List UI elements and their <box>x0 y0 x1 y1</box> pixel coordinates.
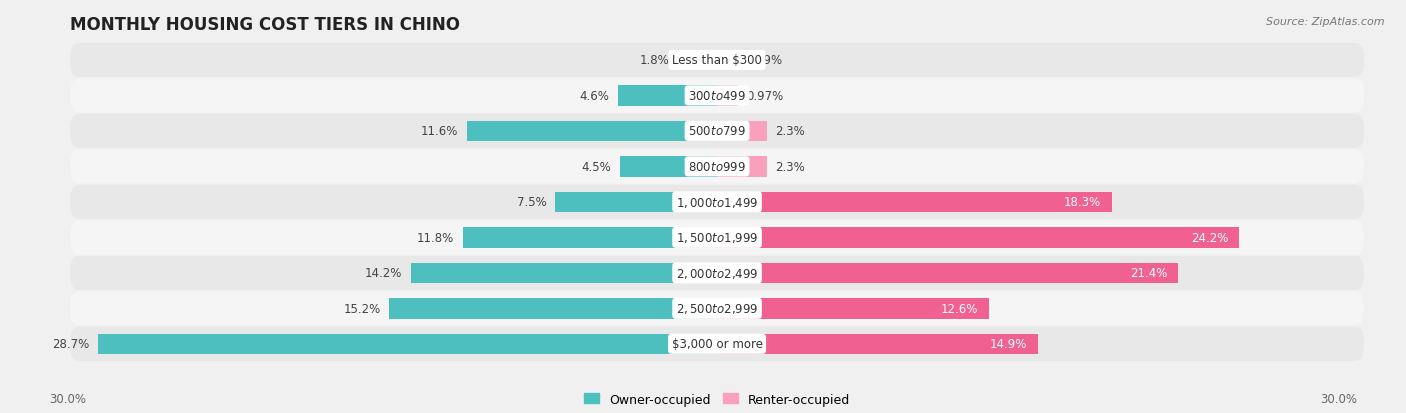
Text: $800 to $999: $800 to $999 <box>688 161 747 173</box>
FancyBboxPatch shape <box>70 150 1364 184</box>
FancyBboxPatch shape <box>70 114 1364 149</box>
FancyBboxPatch shape <box>70 292 1364 325</box>
Bar <box>620 157 717 177</box>
Bar <box>717 157 766 177</box>
Text: 0.97%: 0.97% <box>747 90 785 103</box>
FancyBboxPatch shape <box>70 327 1364 361</box>
Text: $500 to $799: $500 to $799 <box>688 125 747 138</box>
Bar <box>98 334 717 354</box>
Text: 12.6%: 12.6% <box>941 302 979 315</box>
FancyBboxPatch shape <box>70 256 1364 290</box>
Text: 18.3%: 18.3% <box>1064 196 1101 209</box>
Bar <box>717 192 1112 213</box>
Bar <box>411 263 717 283</box>
Text: MONTHLY HOUSING COST TIERS IN CHINO: MONTHLY HOUSING COST TIERS IN CHINO <box>70 16 460 34</box>
Bar <box>717 263 1178 283</box>
Text: 4.5%: 4.5% <box>582 161 612 173</box>
Text: $2,500 to $2,999: $2,500 to $2,999 <box>676 301 758 316</box>
Text: 2.3%: 2.3% <box>775 125 806 138</box>
Text: 28.7%: 28.7% <box>52 337 90 351</box>
Text: 7.5%: 7.5% <box>517 196 547 209</box>
Text: 11.6%: 11.6% <box>420 125 458 138</box>
Text: 11.8%: 11.8% <box>416 231 454 244</box>
Text: $3,000 or more: $3,000 or more <box>672 337 762 351</box>
Text: 4.6%: 4.6% <box>579 90 609 103</box>
Bar <box>717 50 737 71</box>
Text: 14.2%: 14.2% <box>366 267 402 280</box>
Text: $2,000 to $2,499: $2,000 to $2,499 <box>676 266 758 280</box>
Bar <box>555 192 717 213</box>
Bar <box>617 86 717 107</box>
Text: Less than $300: Less than $300 <box>672 54 762 67</box>
Text: Source: ZipAtlas.com: Source: ZipAtlas.com <box>1267 17 1385 26</box>
Bar <box>717 121 766 142</box>
FancyBboxPatch shape <box>70 185 1364 219</box>
Text: 14.9%: 14.9% <box>990 337 1028 351</box>
Bar <box>717 228 1239 248</box>
Bar <box>717 298 988 319</box>
Bar <box>463 228 717 248</box>
Legend: Owner-occupied, Renter-occupied: Owner-occupied, Renter-occupied <box>583 393 851 406</box>
FancyBboxPatch shape <box>70 44 1364 78</box>
Text: 1.8%: 1.8% <box>640 54 669 67</box>
Text: 15.2%: 15.2% <box>343 302 381 315</box>
Text: $1,000 to $1,499: $1,000 to $1,499 <box>676 195 758 209</box>
Text: 30.0%: 30.0% <box>1320 392 1357 405</box>
Text: 2.3%: 2.3% <box>775 161 806 173</box>
Text: $300 to $499: $300 to $499 <box>688 90 747 103</box>
Text: 30.0%: 30.0% <box>49 392 86 405</box>
Text: 24.2%: 24.2% <box>1191 231 1227 244</box>
FancyBboxPatch shape <box>70 79 1364 113</box>
Bar <box>389 298 717 319</box>
Bar <box>717 86 738 107</box>
Text: 0.89%: 0.89% <box>745 54 782 67</box>
Bar <box>467 121 717 142</box>
Bar <box>717 334 1038 354</box>
Text: 21.4%: 21.4% <box>1130 267 1167 280</box>
FancyBboxPatch shape <box>70 221 1364 255</box>
Text: $1,500 to $1,999: $1,500 to $1,999 <box>676 231 758 245</box>
Bar <box>678 50 717 71</box>
